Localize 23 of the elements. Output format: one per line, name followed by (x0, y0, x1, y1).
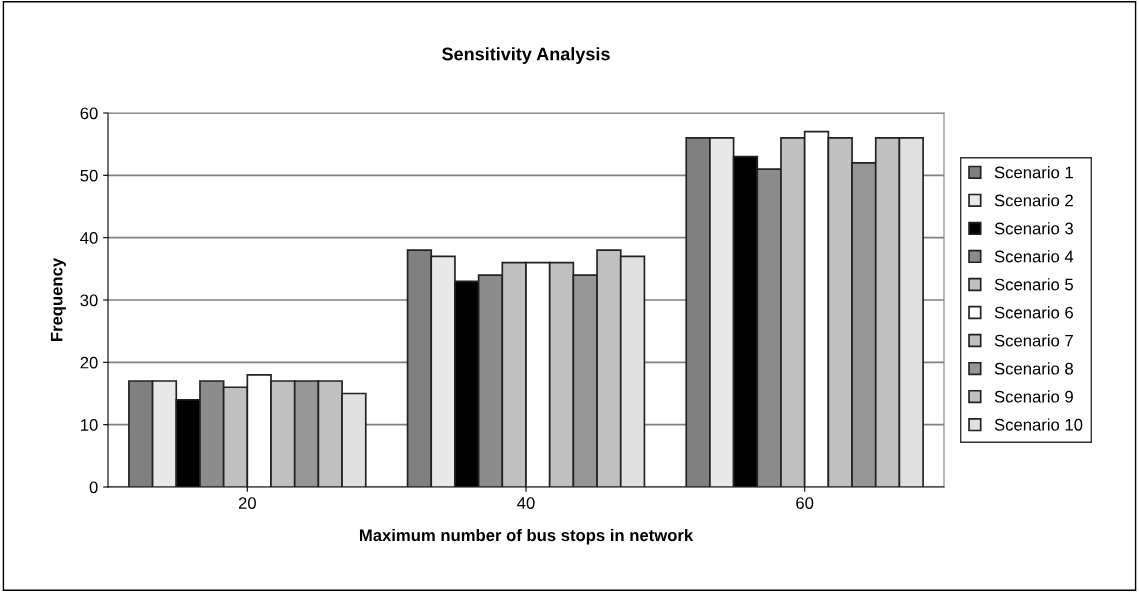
legend-label: Scenario 2 (994, 194, 1073, 207)
legend-label: Scenario 7 (994, 334, 1073, 347)
legend-label: Scenario 3 (994, 222, 1073, 235)
y-tick-label: 10 (81, 419, 98, 431)
legend-label: Scenario 5 (994, 278, 1074, 291)
y-tick-label: 0 (89, 481, 98, 494)
legend-label: Scenario 1 (994, 166, 1073, 179)
legend-label: Scenario 9 (994, 390, 1073, 403)
legend-label: Scenario 8 (994, 362, 1073, 375)
x-tick-label: 20 (238, 497, 256, 509)
y-tick-label: 40 (80, 232, 98, 244)
y-tick-label: 30 (80, 294, 98, 307)
y-tick-label: 50 (80, 169, 98, 182)
y-tick-label: 60 (80, 107, 98, 120)
legend-label: Scenario 6 (994, 306, 1073, 319)
x-tick-label: 40 (517, 497, 535, 509)
chart-title: Sensitivity Analysis (442, 47, 610, 64)
y-axis-title: Frequency (50, 257, 66, 342)
legend-label: Scenario 4 (994, 250, 1074, 263)
x-axis-title: Maximum number of bus stops in network (359, 528, 694, 545)
legend-label: Scenario 10 (994, 418, 1083, 431)
y-tick-label: 20 (80, 356, 98, 369)
x-tick-label: 60 (796, 497, 814, 509)
